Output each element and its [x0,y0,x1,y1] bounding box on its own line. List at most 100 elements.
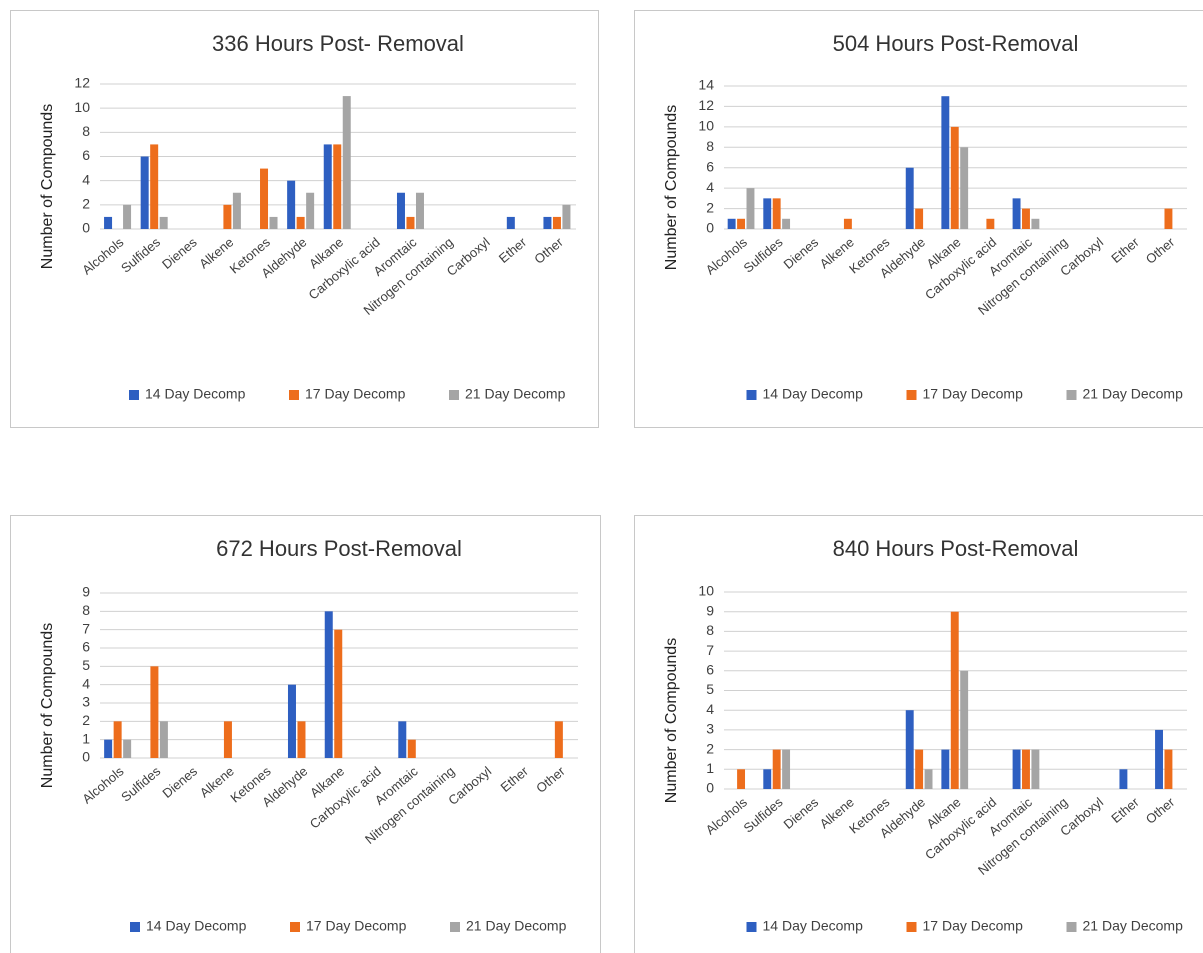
bar [843,218,852,229]
bar [960,670,969,789]
y-axis-label: Number of Compounds [39,104,56,269]
bar [297,721,306,758]
legend-swatch [1066,390,1077,400]
legend-label: 14 Day Decomp [763,386,864,402]
legend-label: 21 Day Decomp [1083,386,1184,402]
bar [1012,749,1021,789]
bar [269,216,278,229]
bar [554,721,563,758]
bar [543,216,552,229]
legend-swatch [450,922,460,932]
y-tick-label: 5 [706,681,714,697]
legend-swatch [746,922,757,932]
y-tick-label: 6 [706,662,714,678]
bar [986,218,995,229]
legend-label: 21 Day Decomp [465,386,566,402]
bar [287,684,296,758]
bar [306,192,315,229]
bar [406,216,415,229]
y-tick-label: 2 [82,712,90,728]
bar [1119,769,1128,789]
bar [324,611,333,758]
bar [123,204,132,229]
y-tick-label: 4 [706,701,714,717]
legend-label: 17 Day Decomp [305,386,406,402]
y-tick-label: 0 [82,220,90,236]
legend-label: 21 Day Decomp [466,918,567,934]
y-axis-label: Number of Compounds [663,638,680,803]
bar [1022,208,1030,229]
y-tick-label: 6 [706,158,714,174]
bar [1164,749,1173,789]
y-tick-label: 3 [82,694,90,710]
bar [150,144,159,229]
bar [333,144,342,229]
bar [562,204,571,229]
legend-swatch [906,390,917,400]
chart-panel: 840 Hours Post-Removal Number of Compound… [634,515,1203,953]
panel-border [634,515,1203,953]
y-tick-label: 0 [706,780,714,796]
bar [287,180,296,229]
y-tick-label: 0 [82,749,90,765]
chart-title: 672 Hours Post-Removal [216,536,462,561]
y-tick-label: 10 [698,118,714,134]
bar [223,204,232,229]
bar [950,126,959,229]
legend-label: 17 Day Decomp [923,386,1024,402]
legend-swatch [290,922,300,932]
y-tick-label: 10 [74,99,90,115]
bar [159,216,168,229]
bar [104,739,113,758]
y-tick-label: 7 [706,642,714,658]
bar [915,749,924,789]
y-tick-label: 8 [706,622,714,638]
bar [1031,218,1040,229]
legend-swatch [906,922,917,932]
bar [140,156,149,229]
bar [398,721,407,758]
bar [123,739,132,758]
y-tick-label: 3 [706,721,714,737]
y-tick-label: 9 [706,602,714,618]
y-tick-label: 14 [698,77,714,93]
y-tick-label: 4 [82,171,90,187]
bar [552,216,561,229]
y-tick-label: 5 [82,657,90,673]
y-tick-label: 7 [82,620,90,636]
bar [334,629,343,758]
y-tick-label: 6 [82,639,90,655]
bar [1164,208,1173,229]
bar [232,192,241,229]
y-axis-label: Number of Compounds [663,105,680,270]
legend-label: 14 Day Decomp [146,918,247,934]
bar [296,216,305,229]
y-tick-label: 2 [706,740,714,756]
chart-panel: 504 Hours Post-Removal Number of Compound… [634,10,1203,428]
bar [941,96,950,229]
chart-title: 504 Hours Post-Removal [833,31,1079,56]
chart-panel: 672 Hours Post-Removal Number of Compound… [10,515,601,953]
y-tick-label: 9 [82,584,90,600]
y-tick-label: 4 [706,179,714,195]
bar [727,218,736,229]
y-tick-label: 0 [706,220,714,236]
chart-title: 336 Hours Post- Removal [212,31,464,56]
y-tick-label: 1 [82,730,90,746]
bar [260,168,269,229]
bar [104,216,113,229]
bar [1031,749,1040,789]
bar [905,710,914,789]
legend-swatch [1066,922,1077,932]
y-tick-label: 12 [698,97,714,113]
legend-swatch [449,390,459,400]
y-tick-label: 2 [82,196,90,212]
bar [150,666,159,758]
bar [746,188,755,229]
bar [223,721,232,758]
bar [342,96,351,229]
bar [905,167,914,229]
y-tick-label: 1 [706,760,714,776]
bar [763,198,772,229]
